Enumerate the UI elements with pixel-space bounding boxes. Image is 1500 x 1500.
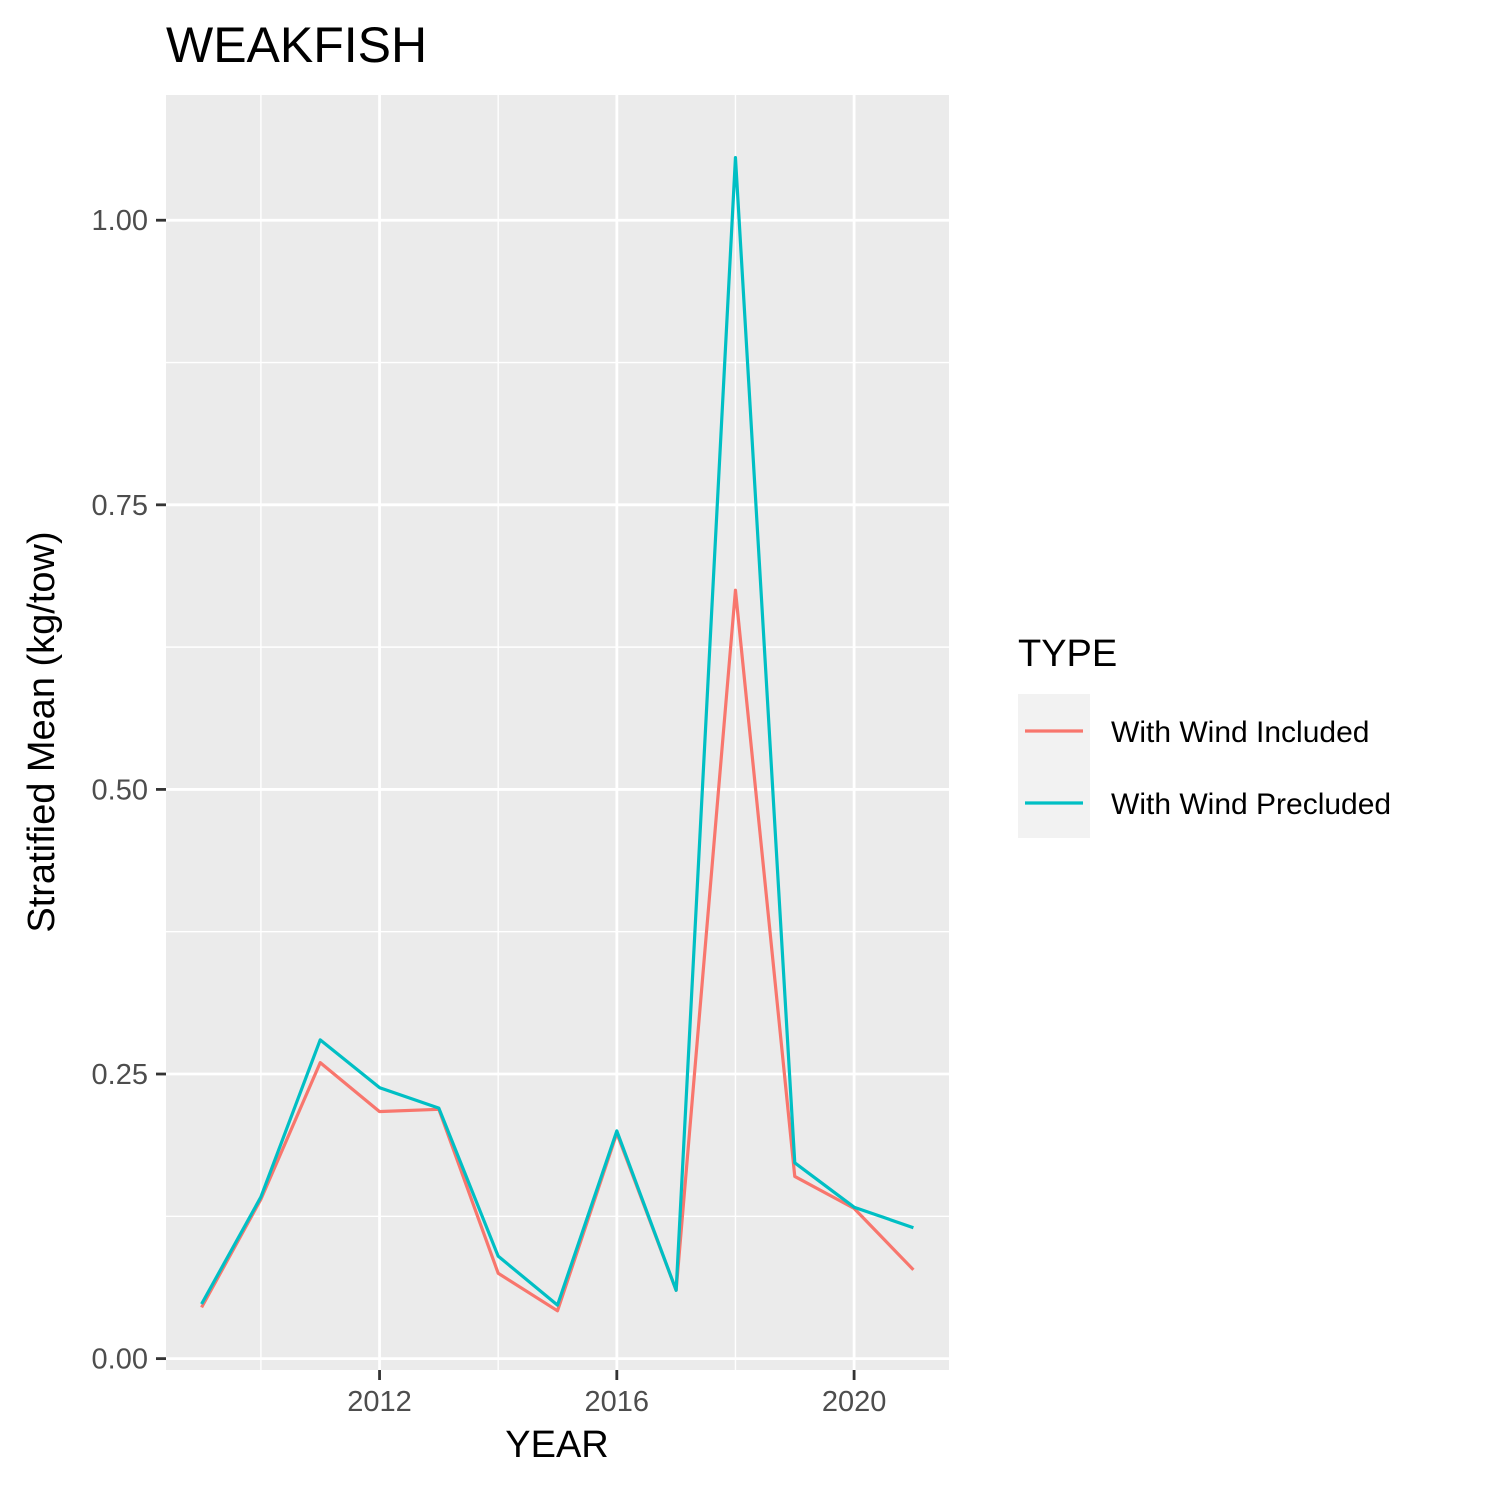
series-lines [200, 156, 915, 1313]
x-tick-label: 2012 [347, 1386, 412, 1418]
legend-label-with-wind-precluded: With Wind Precluded [1111, 788, 1391, 821]
grid-minor [166, 95, 949, 1370]
legend-key-background [1018, 694, 1090, 838]
y-tick-label: 1.00 [92, 205, 148, 237]
series-line-with-wind-included [200, 588, 915, 1313]
y-tick-label: 0.75 [92, 490, 148, 522]
chart-title: WEAKFISH [166, 17, 427, 73]
plot-panel [166, 95, 949, 1370]
y-tick-label: 0.25 [92, 1059, 148, 1091]
y-tick-label: 0.00 [92, 1344, 148, 1376]
x-tick-label: 2020 [822, 1386, 887, 1418]
legend: TYPE With Wind Included With Wind Preclud… [1018, 633, 1391, 838]
x-axis: 2012 2016 2020 [347, 1370, 886, 1418]
y-tick-label: 0.50 [92, 774, 148, 806]
legend-title: TYPE [1018, 633, 1117, 675]
x-axis-title: YEAR [505, 1424, 608, 1466]
series-line-with-wind-precluded [200, 156, 914, 1307]
legend-label-with-wind-included: With Wind Included [1111, 716, 1369, 749]
x-tick-label: 2016 [585, 1386, 650, 1418]
y-axis: 0.00 0.25 0.50 0.75 1.00 [92, 205, 166, 1376]
grid-major [166, 95, 949, 1370]
y-axis-title: Stratified Mean (kg/tow) [21, 531, 63, 932]
legend-items: With Wind Included With Wind Precluded [1025, 716, 1391, 821]
